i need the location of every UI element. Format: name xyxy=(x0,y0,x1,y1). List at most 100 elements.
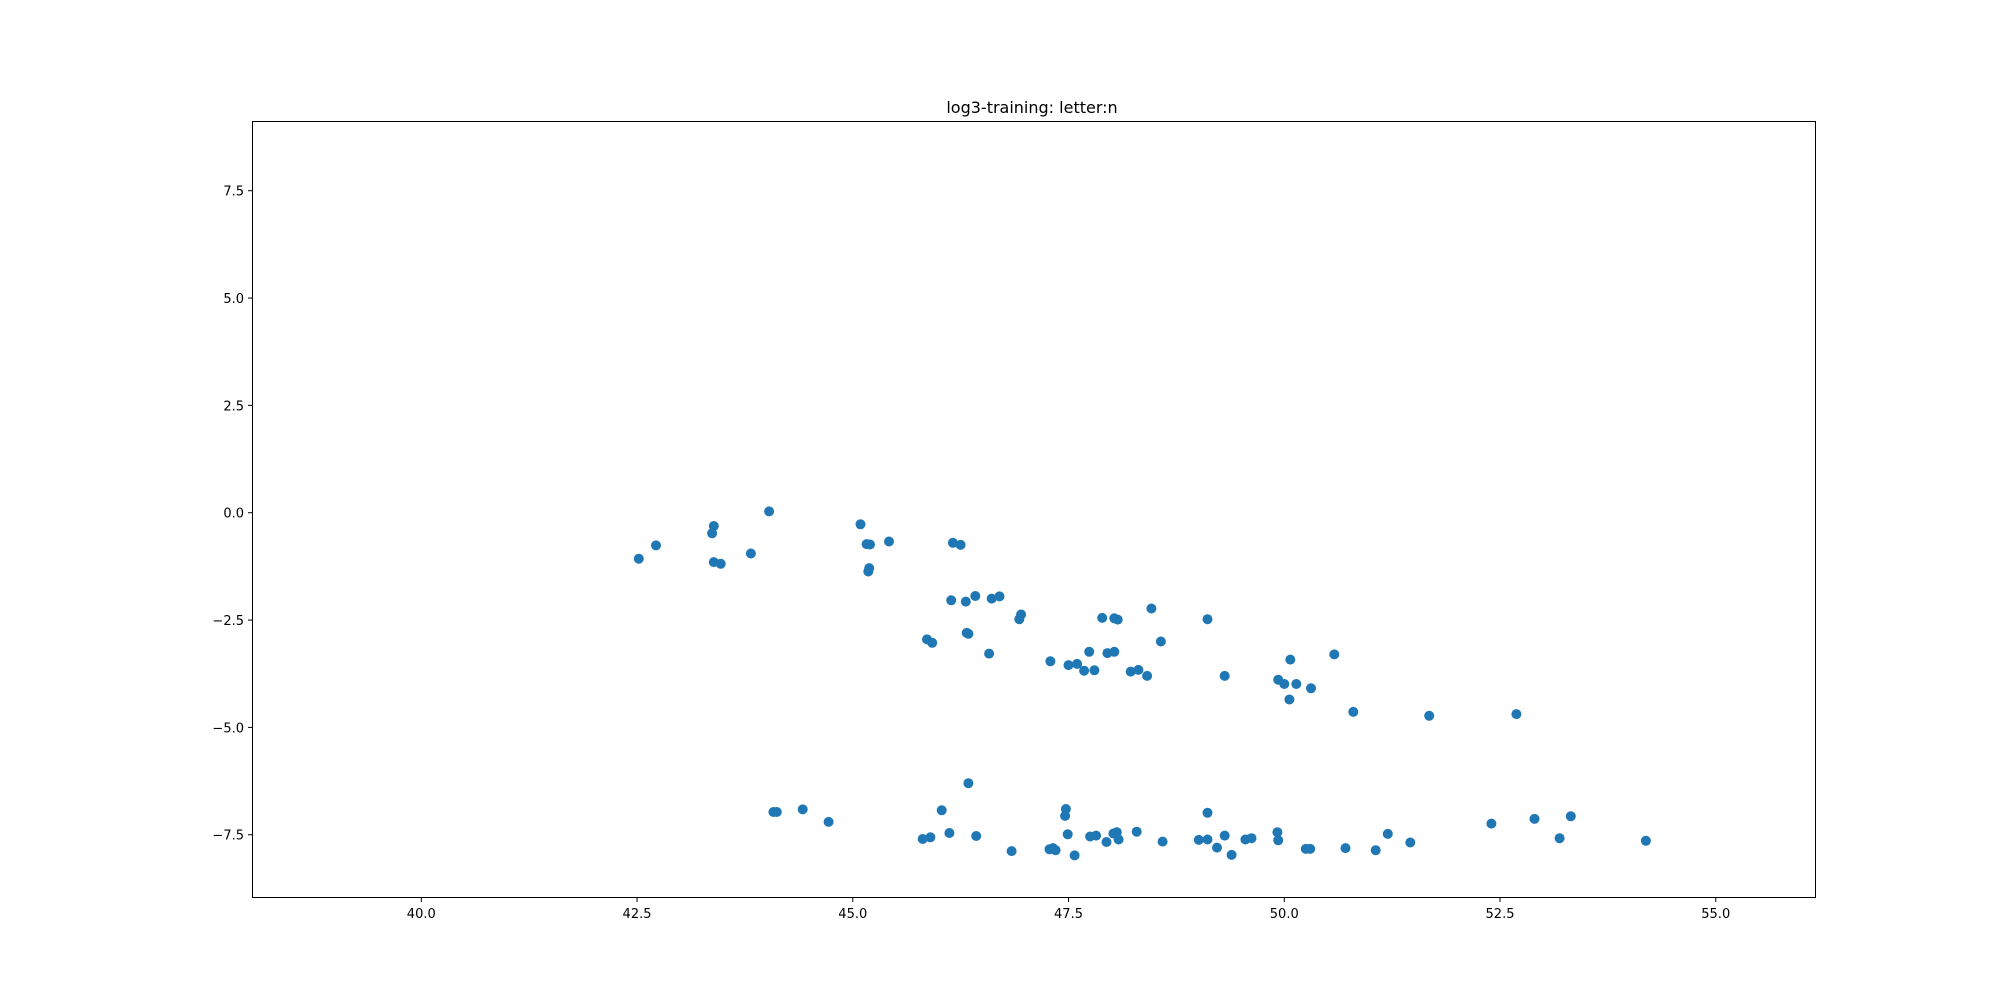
data-point xyxy=(1273,835,1284,846)
data-point xyxy=(1202,614,1213,625)
data-point xyxy=(1340,843,1351,854)
data-point xyxy=(1486,818,1497,829)
data-point xyxy=(1146,603,1157,614)
data-point xyxy=(936,805,947,816)
data-point xyxy=(1109,646,1120,657)
data-point xyxy=(633,553,644,564)
data-point xyxy=(708,521,719,531)
data-point xyxy=(1097,612,1108,623)
data-point xyxy=(1091,830,1102,841)
data-point xyxy=(1006,846,1017,857)
data-point xyxy=(1112,614,1123,625)
data-point xyxy=(984,648,995,659)
x-tick-label: 47.5 xyxy=(1054,907,1083,922)
data-point xyxy=(971,831,982,841)
data-point xyxy=(917,834,928,844)
data-point xyxy=(1382,828,1393,839)
data-point xyxy=(1348,706,1359,717)
data-point xyxy=(1069,850,1080,861)
data-point xyxy=(970,591,981,601)
data-point xyxy=(1202,807,1213,818)
data-point xyxy=(955,539,966,550)
y-tick-label: −2.5 xyxy=(212,614,244,629)
data-point xyxy=(1565,811,1576,822)
data-point xyxy=(1329,649,1340,660)
data-point xyxy=(1131,826,1142,837)
data-point xyxy=(764,506,775,517)
data-point xyxy=(855,519,866,530)
x-tick-label: 42.5 xyxy=(623,907,652,922)
data-point xyxy=(946,595,957,606)
data-point xyxy=(1554,833,1565,844)
y-tick-label: 5.0 xyxy=(223,292,244,307)
data-point xyxy=(1014,614,1025,625)
x-tick-label: 45.0 xyxy=(838,907,867,922)
y-tick-label: 0.0 xyxy=(223,507,244,522)
data-point xyxy=(963,628,974,639)
data-point xyxy=(1060,810,1071,821)
data-point xyxy=(1226,849,1237,860)
data-point xyxy=(1370,845,1381,856)
data-point xyxy=(745,548,756,559)
data-point xyxy=(651,540,661,551)
data-point xyxy=(1050,845,1061,856)
x-tick-label: 50.0 xyxy=(1270,907,1299,922)
data-point xyxy=(1219,670,1230,681)
x-tick-label: 40.0 xyxy=(407,907,436,922)
y-tick-label: −5.0 xyxy=(212,721,244,736)
data-point xyxy=(1405,837,1416,848)
data-point xyxy=(1640,835,1651,846)
data-point xyxy=(1424,710,1435,721)
y-tick-label: 7.5 xyxy=(223,185,244,200)
data-point xyxy=(1155,636,1166,647)
data-point xyxy=(960,596,971,607)
data-point xyxy=(865,539,875,550)
data-point xyxy=(771,807,782,817)
data-point xyxy=(1101,837,1112,847)
data-point xyxy=(944,828,955,838)
y-tick-label: 2.5 xyxy=(223,399,244,414)
data-point xyxy=(1133,664,1144,675)
data-point xyxy=(1157,836,1168,847)
data-point xyxy=(1246,833,1257,844)
data-point xyxy=(963,778,974,789)
data-point xyxy=(1285,654,1296,665)
x-tick-label: 55.0 xyxy=(1701,907,1730,922)
data-point xyxy=(1063,660,1074,671)
y-axis-ticks: 7.5 5.0 2.5 0.0 −2.5 −5.0 −7.5 xyxy=(212,185,253,844)
data-point xyxy=(797,804,808,815)
data-point xyxy=(863,566,874,577)
data-point xyxy=(1305,843,1316,854)
y-tick-label: −7.5 xyxy=(212,829,244,844)
data-point xyxy=(1219,830,1230,841)
data-point xyxy=(1529,813,1540,824)
data-point xyxy=(1212,842,1222,853)
plot-area-frame xyxy=(252,121,1816,898)
data-point xyxy=(1062,829,1073,840)
data-point xyxy=(1193,834,1204,845)
data-point xyxy=(1202,834,1213,845)
data-points xyxy=(633,506,1651,861)
data-point xyxy=(1113,834,1124,845)
data-point xyxy=(1291,679,1302,689)
data-point xyxy=(1279,679,1290,689)
data-point xyxy=(715,558,726,569)
data-point xyxy=(1084,646,1095,657)
data-point xyxy=(1284,694,1295,705)
data-point xyxy=(1072,658,1083,669)
data-point xyxy=(1272,827,1283,838)
data-point xyxy=(1511,709,1522,720)
chart-title: log3-training: letter:n xyxy=(946,98,1117,117)
data-point xyxy=(1142,670,1153,681)
x-axis-ticks: 40.0 42.5 45.0 47.5 50.0 52.5 55.0 xyxy=(407,897,1730,922)
data-point xyxy=(947,537,958,548)
data-point xyxy=(1089,665,1100,676)
data-point xyxy=(884,536,894,547)
data-point xyxy=(927,637,938,648)
data-point xyxy=(1079,665,1090,676)
data-point xyxy=(823,816,834,827)
data-point xyxy=(986,593,997,604)
data-point xyxy=(925,832,936,843)
